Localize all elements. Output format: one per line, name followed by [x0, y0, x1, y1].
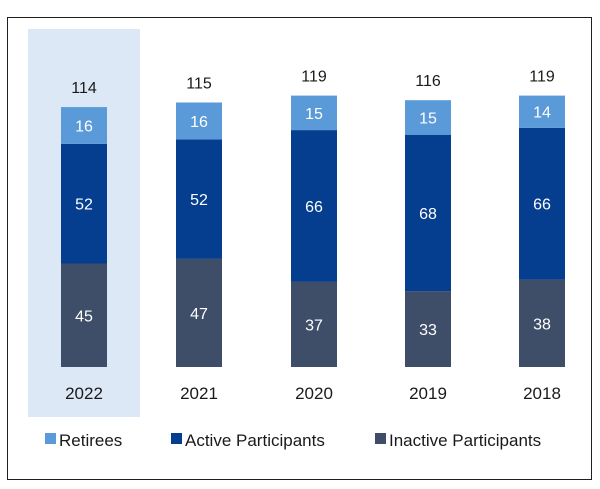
bar-inactive-participants-2019 — [405, 291, 451, 367]
data-label-active-participants-2020: 66 — [305, 199, 323, 216]
bar-retirees-2019 — [405, 100, 451, 135]
bar-inactive-participants-2020 — [291, 281, 337, 367]
data-label-inactive-participants-2021: 47 — [190, 306, 208, 323]
data-label-inactive-participants-2018: 38 — [533, 316, 551, 333]
x-tick-label-2019: 2019 — [409, 384, 447, 403]
legend-label-inactive-participants: Inactive Participants — [389, 431, 541, 450]
data-label-retirees-2022: 16 — [75, 119, 93, 136]
data-label-inactive-participants-2022: 45 — [75, 308, 93, 325]
data-label-inactive-participants-2020: 37 — [305, 317, 323, 334]
x-tick-label-2021: 2021 — [180, 384, 218, 403]
data-label-retirees-2019: 15 — [419, 110, 437, 127]
legend-swatch-active-participants — [171, 433, 182, 444]
bar-retirees-2020 — [291, 95, 337, 131]
total-label-2018: 119 — [529, 69, 555, 86]
bar-retirees-2018 — [519, 95, 565, 128]
bar-inactive-participants-2022 — [61, 263, 107, 367]
data-label-active-participants-2022: 52 — [75, 197, 93, 214]
legend-swatch-inactive-participants — [375, 433, 386, 444]
bar-active-participants-2021 — [176, 139, 222, 259]
bar-retirees-2021 — [176, 102, 222, 140]
x-tick-label-2020: 2020 — [295, 384, 333, 403]
legend-label-active-participants: Active Participants — [185, 431, 325, 450]
bar-retirees-2022 — [61, 107, 107, 144]
legend-label-retirees: Retirees — [59, 431, 122, 450]
data-label-inactive-participants-2019: 33 — [419, 322, 437, 339]
bar-active-participants-2019 — [405, 134, 451, 292]
total-label-2021: 115 — [186, 76, 212, 93]
data-label-active-participants-2018: 66 — [533, 197, 551, 214]
data-label-retirees-2020: 15 — [305, 106, 323, 123]
total-label-2022: 114 — [71, 80, 97, 97]
data-label-active-participants-2021: 52 — [190, 192, 208, 209]
total-label-2019: 116 — [415, 73, 441, 90]
bar-inactive-participants-2021 — [176, 258, 222, 367]
total-label-2020: 119 — [301, 69, 327, 86]
legend-swatch-retirees — [45, 433, 56, 444]
data-label-active-participants-2019: 68 — [419, 206, 437, 223]
bar-active-participants-2018 — [519, 127, 565, 280]
bar-active-participants-2022 — [61, 143, 107, 264]
bar-inactive-participants-2018 — [519, 279, 565, 367]
data-label-retirees-2018: 14 — [533, 105, 551, 122]
bar-active-participants-2020 — [291, 130, 337, 282]
x-tick-label-2018: 2018 — [523, 384, 561, 403]
chart-frame — [7, 17, 592, 480]
x-tick-label-2022: 2022 — [65, 384, 103, 403]
data-label-retirees-2021: 16 — [190, 114, 208, 131]
